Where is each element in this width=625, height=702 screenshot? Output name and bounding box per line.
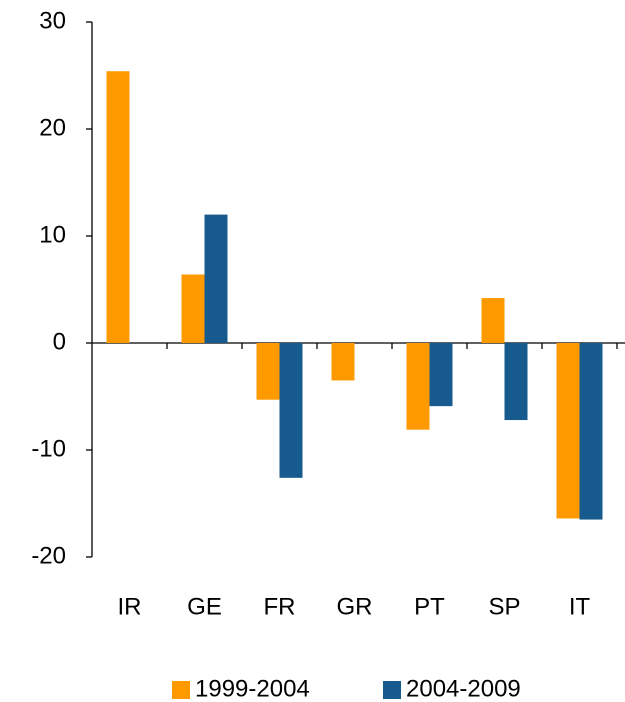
bar (331, 343, 355, 381)
y-tick-label: -20 (31, 542, 66, 569)
y-tick-label: 10 (39, 221, 66, 248)
x-tick-label: GR (337, 593, 373, 620)
bar (406, 343, 430, 430)
bar (579, 343, 603, 520)
bar (481, 298, 505, 343)
x-tick-label: SP (488, 593, 520, 620)
y-tick-label: 30 (39, 7, 66, 34)
x-tick-label: PT (414, 593, 445, 620)
y-tick-label: -10 (31, 435, 66, 462)
bar (556, 343, 580, 519)
x-tick-label: IT (569, 593, 591, 620)
legend-label: 2004-2009 (406, 675, 521, 702)
x-tick-label: GE (187, 593, 222, 620)
bar (256, 343, 280, 400)
x-tick-label: FR (264, 593, 296, 620)
x-tick-label: IR (118, 593, 142, 620)
bar (204, 214, 228, 343)
bar (279, 343, 303, 478)
legend-swatch (383, 681, 401, 699)
bar (504, 343, 528, 421)
bar (106, 71, 130, 343)
y-tick-label: 20 (39, 114, 66, 141)
legend-swatch (172, 681, 190, 699)
y-tick-label: 0 (53, 328, 66, 355)
bar (429, 343, 453, 407)
bar (181, 274, 205, 343)
legend-label: 1999-2004 (195, 675, 310, 702)
